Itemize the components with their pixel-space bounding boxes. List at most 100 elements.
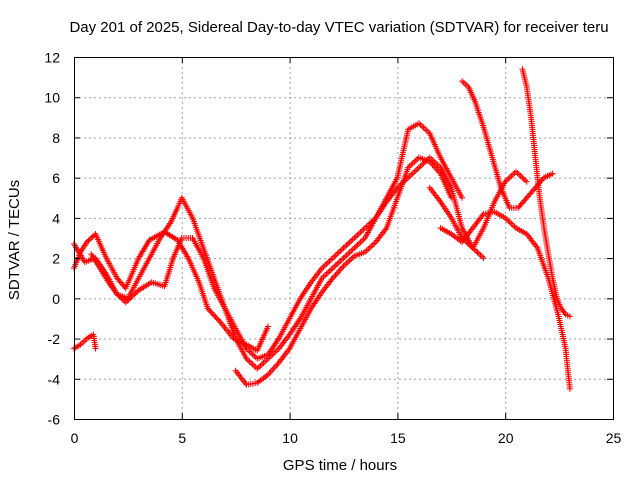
- y-tick-label: -4: [48, 371, 61, 387]
- data-point: [480, 255, 487, 262]
- data-point: [265, 323, 272, 330]
- data-point: [271, 364, 278, 371]
- data-point: [257, 362, 264, 369]
- data-point: [342, 243, 349, 250]
- data-point: [506, 174, 513, 181]
- data-point: [258, 361, 265, 368]
- data-point: [516, 171, 523, 178]
- data-point: [337, 257, 344, 264]
- data-point: [114, 291, 121, 298]
- data-point: [207, 308, 214, 315]
- data-point: [505, 175, 512, 182]
- data-point: [211, 312, 218, 319]
- data-point: [326, 257, 333, 264]
- data-point: [355, 240, 362, 247]
- y-tick-label: 4: [52, 210, 60, 226]
- data-point: [266, 370, 273, 377]
- data-point: [205, 306, 212, 313]
- data-point: [362, 224, 369, 231]
- data-point: [477, 252, 484, 259]
- data-point: [212, 313, 219, 320]
- data-point: [336, 267, 343, 274]
- data-point: [332, 252, 339, 259]
- data-point: [522, 177, 529, 184]
- data-point: [345, 240, 352, 247]
- data-point: [340, 263, 347, 270]
- data-point: [366, 244, 373, 251]
- data-point: [267, 368, 274, 375]
- data-point: [566, 313, 573, 320]
- y-tick-label: 2: [52, 251, 60, 267]
- data-point: [517, 172, 524, 179]
- data-point: [349, 246, 356, 253]
- data-point: [408, 171, 415, 178]
- x-axis-label: GPS time / hours: [283, 457, 397, 474]
- data-point: [348, 247, 355, 254]
- data-point: [420, 124, 427, 131]
- data-point: [343, 252, 350, 259]
- data-point: [343, 260, 350, 267]
- data-point: [506, 219, 513, 226]
- data-point: [273, 362, 280, 369]
- data-point: [332, 262, 339, 269]
- data-point: [409, 160, 416, 167]
- data-point: [448, 194, 455, 201]
- axis-ticks: [74, 57, 614, 420]
- y-tick-label: -6: [48, 412, 61, 428]
- data-point: [323, 260, 330, 267]
- series-track-8: [519, 66, 573, 320]
- data-point: [512, 168, 519, 175]
- data-point: [354, 242, 361, 249]
- x-tick-label: 10: [282, 430, 298, 446]
- data-point: [509, 222, 516, 229]
- data-point: [85, 237, 92, 244]
- data-point: [88, 235, 95, 241]
- data-point: [322, 272, 329, 279]
- data-point: [357, 239, 364, 246]
- series-track-2: [71, 120, 466, 372]
- data-point: [345, 258, 352, 265]
- data-point: [215, 316, 222, 323]
- data-point: [332, 272, 339, 279]
- data-point: [329, 255, 336, 262]
- data-point: [357, 229, 364, 236]
- series-track-5: [71, 331, 99, 352]
- data-point: [406, 173, 413, 180]
- data-point: [249, 351, 256, 358]
- data-point: [83, 239, 90, 246]
- data-point: [411, 158, 418, 165]
- data-point: [417, 121, 424, 128]
- data-point: [365, 246, 372, 253]
- data-point: [340, 245, 347, 252]
- data-point: [423, 127, 430, 134]
- data-point: [255, 364, 262, 371]
- x-tick-label: 15: [390, 430, 406, 446]
- y-tick-label: 6: [52, 170, 60, 186]
- y-tick-label: 10: [44, 90, 60, 106]
- data-point: [134, 288, 141, 295]
- data-point: [417, 163, 424, 170]
- data-point: [116, 293, 123, 300]
- data-point: [115, 292, 122, 299]
- data-point: [119, 296, 126, 303]
- data-point: [325, 259, 332, 266]
- data-point: [415, 164, 422, 171]
- data-point: [348, 237, 355, 244]
- data-points: [71, 66, 573, 392]
- data-point: [328, 266, 335, 273]
- data-point: [508, 220, 515, 227]
- data-point: [132, 289, 139, 296]
- data-point: [269, 367, 276, 374]
- series-track-4: [232, 154, 455, 388]
- data-point: [414, 166, 421, 173]
- data-point: [408, 161, 415, 168]
- data-point: [338, 246, 345, 253]
- chart-title: Day 201 of 2025, Sidereal Day-to-day VTE…: [69, 19, 608, 36]
- series-track-6: [437, 208, 573, 392]
- y-tick-label: 0: [52, 291, 60, 307]
- data-point: [354, 232, 361, 239]
- data-point: [476, 250, 483, 257]
- series-track-7: [459, 78, 556, 211]
- data-point: [339, 264, 346, 271]
